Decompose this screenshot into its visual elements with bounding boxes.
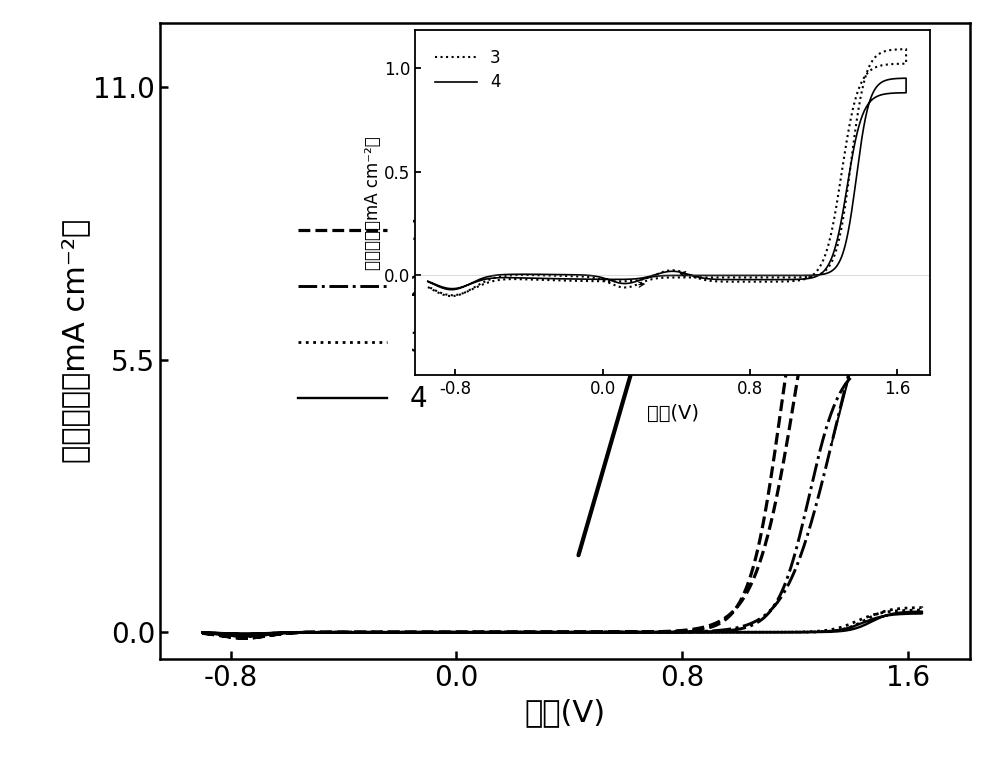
Line: 3: 3 <box>202 608 922 634</box>
Legend: 3, 4: 3, 4 <box>428 42 507 98</box>
1 <box>239 634 251 643</box>
4 <box>237 629 249 638</box>
X-axis label: 电压(V): 电压(V) <box>646 403 698 423</box>
1 <box>237 634 249 643</box>
2 <box>196 628 208 637</box>
2 <box>859 362 871 371</box>
1 <box>196 628 208 637</box>
3 <box>196 628 208 637</box>
4 <box>239 629 251 638</box>
1 <box>271 630 283 639</box>
3 <box>271 628 283 637</box>
2 <box>271 629 283 638</box>
2 <box>897 356 909 365</box>
2 <box>237 631 249 641</box>
Y-axis label: 电流密度（mA cm⁻²）: 电流密度（mA cm⁻²） <box>61 219 90 463</box>
4 <box>916 607 928 616</box>
3 <box>237 630 249 639</box>
4 <box>859 620 871 629</box>
Line: 4: 4 <box>202 612 922 634</box>
2 <box>237 631 249 641</box>
X-axis label: 电压(V): 电压(V) <box>524 698 606 727</box>
3 <box>916 603 928 612</box>
4 <box>501 628 513 637</box>
4 <box>271 628 283 637</box>
3 <box>897 603 909 612</box>
2 <box>196 628 208 637</box>
3 <box>239 630 251 639</box>
Line: 1: 1 <box>202 75 922 638</box>
1 <box>237 634 249 643</box>
4 <box>237 629 249 638</box>
Line: 2: 2 <box>202 296 922 636</box>
1 <box>859 183 871 193</box>
1 <box>897 182 909 191</box>
1 <box>501 628 513 637</box>
3 <box>196 628 208 637</box>
1 <box>196 628 208 637</box>
1 <box>863 70 875 80</box>
2 <box>877 291 889 300</box>
4 <box>897 608 909 617</box>
4 <box>196 628 208 637</box>
3 <box>859 615 871 625</box>
Legend: 1, 2, 3, 4: 1, 2, 3, 4 <box>287 207 438 424</box>
2 <box>501 628 513 637</box>
4 <box>196 628 208 637</box>
3 <box>237 630 249 639</box>
2 <box>239 631 251 641</box>
3 <box>501 628 513 637</box>
Y-axis label: 电流密度（mA cm⁻²）: 电流密度（mA cm⁻²） <box>364 136 382 270</box>
